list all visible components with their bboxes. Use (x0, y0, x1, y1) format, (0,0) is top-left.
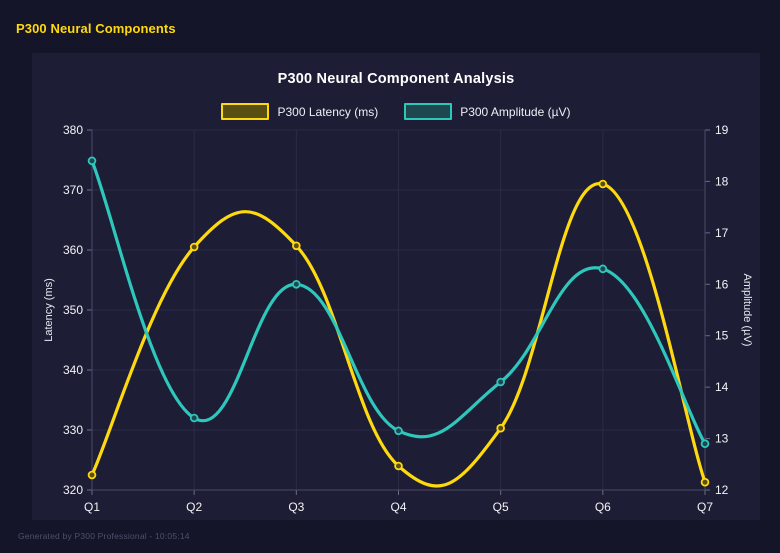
plot-area: 320 330 340 350 360 370 380 12 13 14 15 16 17 18 19 Q1 Q… (32, 53, 760, 520)
y-axis-left-tick-label: 370 (63, 183, 83, 197)
y-axis-right-tick-label: 12 (715, 483, 729, 497)
y-axis-left-tick-label: 380 (63, 123, 83, 137)
data-point[interactable] (87, 156, 97, 166)
y-axis-right-tick-label: 13 (715, 432, 729, 446)
data-point[interactable] (189, 242, 199, 252)
legend-swatch-latency (221, 103, 270, 120)
y-axis-left-tick-label: 340 (63, 363, 83, 377)
y-axis-left-tick-label: 330 (63, 423, 83, 437)
data-point[interactable] (394, 461, 403, 471)
y-axis-left-title: Latency (ms) (43, 278, 55, 342)
y-axis-left-tick-label: 320 (63, 483, 83, 497)
app-title: P300 Neural Components (16, 21, 176, 36)
x-axis-tick-label: Q1 (84, 500, 100, 514)
data-point[interactable] (598, 264, 608, 274)
data-point[interactable] (394, 426, 403, 436)
y-axis-right-tick-label: 14 (715, 380, 729, 394)
x-axis-tick-label: Q4 (390, 500, 406, 514)
chart-legend: P300 Latency (ms) P300 Amplitude (µV) (32, 103, 760, 120)
x-axis-tick-label: Q3 (288, 500, 304, 514)
y-axis-right-tick-label: 15 (715, 329, 729, 343)
data-point[interactable] (598, 179, 608, 189)
y-axis-left-tick-label: 350 (63, 303, 83, 317)
data-point[interactable] (496, 423, 505, 433)
y-axis-right-tick-label: 18 (715, 174, 729, 188)
y-axis-right-tick-label: 19 (715, 123, 729, 137)
legend-item-amplitude[interactable]: P300 Amplitude (µV) (404, 103, 571, 120)
x-axis-tick-label: Q6 (595, 500, 611, 514)
data-point[interactable] (496, 377, 505, 387)
y-axis-right-title: Amplitude (µV) (741, 274, 753, 347)
data-point[interactable] (700, 439, 710, 449)
legend-item-latency[interactable]: P300 Latency (ms) (221, 103, 378, 120)
chart-panel: P300 Neural Component Analysis P300 Late… (32, 53, 760, 520)
chart-svg: 320 330 340 350 360 370 380 12 13 14 15 16 17 18 19 Q1 Q… (43, 123, 753, 514)
data-point[interactable] (189, 413, 199, 423)
y-axis-right-tick-label: 17 (715, 226, 729, 240)
footer-note: Generated by P300 Professional - 10:05:1… (18, 531, 190, 541)
x-axis-tick-label: Q2 (186, 500, 202, 514)
data-point[interactable] (292, 279, 301, 289)
data-point[interactable] (700, 477, 710, 487)
chart-title: P300 Neural Component Analysis (277, 71, 515, 87)
legend-label-amplitude: P300 Amplitude (µV) (460, 104, 571, 119)
x-axis-tick-label: Q5 (493, 500, 509, 514)
data-point[interactable] (87, 470, 97, 480)
data-point[interactable] (292, 241, 301, 251)
y-axis-left-tick-label: 360 (63, 243, 83, 257)
legend-swatch-amplitude (404, 103, 453, 120)
y-axis-right-tick-label: 16 (715, 277, 729, 291)
x-axis-tick-label: Q7 (697, 500, 713, 514)
legend-label-latency: P300 Latency (ms) (277, 104, 379, 119)
